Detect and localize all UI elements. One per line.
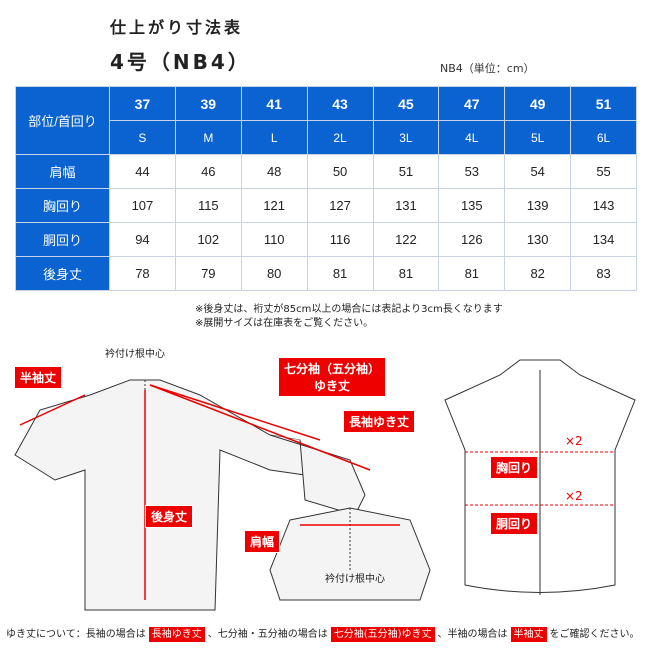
cell: 126 <box>438 222 506 257</box>
note-1: ※後身丈は、裄丈が85cm以上の場合には表記より3cm長くなります <box>195 304 503 315</box>
tag-half: 半袖丈 <box>510 627 547 642</box>
cell: 46 <box>174 154 242 189</box>
page-title: 仕上がり寸法表 <box>110 18 244 37</box>
size-table: 部位/首回り 37 39 41 43 45 47 49 51 S M L 2L 3L 4L 5L 6L 肩幅 44 4… <box>15 86 637 291</box>
cell: 81 <box>306 256 374 291</box>
table-row: 胴回り 94 102 110 116 122 126 130 134 <box>15 222 637 257</box>
cell: 131 <box>372 188 440 223</box>
measure-lines <box>19 384 371 600</box>
cell: 102 <box>174 222 242 257</box>
neck-size: 45 <box>372 86 440 121</box>
neck-size: 39 <box>174 86 242 121</box>
table-row: 後身丈 78 79 80 81 81 81 82 83 <box>15 256 637 291</box>
row-label: 胴回り <box>15 222 110 257</box>
letter-size: S <box>109 120 176 155</box>
cell: 107 <box>109 188 176 223</box>
corner-label: 部位/首回り <box>15 86 110 155</box>
cell: 121 <box>240 188 308 223</box>
cell: 81 <box>372 256 440 291</box>
half-sleeve-label: 半袖丈 <box>14 366 63 389</box>
cell: 50 <box>306 154 374 189</box>
cell: 81 <box>438 256 506 291</box>
neck-size: 47 <box>438 86 506 121</box>
x2-chest: ×2 <box>565 434 583 448</box>
model-title: 4号（NB4） <box>110 50 251 74</box>
neck-size: 51 <box>570 86 637 121</box>
cell: 116 <box>306 222 374 257</box>
three-quarter-sleeve-label: 七分袖（五分袖） ゆき丈 <box>278 357 387 397</box>
cell: 110 <box>240 222 308 257</box>
cell: 53 <box>438 154 506 189</box>
tag-three-quarter: 七分袖(五分袖)ゆき丈 <box>330 627 435 642</box>
collar-center-label-top: 衿付け根中心 <box>105 349 165 360</box>
size-row: S M L 2L 3L 4L 5L 6L <box>16 120 637 155</box>
cell: 78 <box>109 256 176 291</box>
tag-long: 長袖ゆき丈 <box>148 627 205 642</box>
neck-size: 37 <box>109 86 176 121</box>
long-sleeve-label: 長袖ゆき丈 <box>343 410 416 433</box>
notes: ※後身丈は、裄丈が85cm以上の場合には表記より3cm長くなります ※展開サイズ… <box>195 303 503 331</box>
letter-size: M <box>174 120 242 155</box>
shoulder-label: 肩幅 <box>244 530 281 553</box>
cell: 94 <box>109 222 176 257</box>
front-shirt-illustration <box>444 359 636 595</box>
back-shirt-illustration <box>14 379 366 611</box>
cell: 55 <box>570 154 637 189</box>
letter-size: 5L <box>504 120 572 155</box>
cell: 82 <box>504 256 572 291</box>
cell: 122 <box>372 222 440 257</box>
unit-label: NB4（単位：cm） <box>440 62 535 75</box>
letter-size: 4L <box>438 120 506 155</box>
row-label: 肩幅 <box>15 154 110 189</box>
note-2: ※展開サイズは在庫表をご覧ください。 <box>195 318 374 329</box>
cell: 51 <box>372 154 440 189</box>
cell: 143 <box>570 188 637 223</box>
letter-size: L <box>240 120 308 155</box>
neck-size: 41 <box>240 86 308 121</box>
waist-label: 胴回り <box>490 512 539 535</box>
cell: 139 <box>504 188 572 223</box>
neck-row: 部位/首回り 37 39 41 43 45 47 49 51 <box>15 86 637 155</box>
row-label: 胸回り <box>15 188 110 223</box>
cell: 115 <box>174 188 242 223</box>
cell: 80 <box>240 256 308 291</box>
neck-size: 43 <box>306 86 374 121</box>
cell: 54 <box>504 154 572 189</box>
cell: 44 <box>109 154 176 189</box>
cell: 127 <box>306 188 374 223</box>
shoulder-illustration <box>269 507 431 601</box>
letter-size: 2L <box>306 120 374 155</box>
footer-note: ゆき丈について：長袖の場合は 長袖ゆき丈 、七分袖・五分袖の場合は 七分袖(五分袖)ゆ… <box>6 627 640 642</box>
cell: 134 <box>570 222 637 257</box>
back-length-label: 後身丈 <box>145 505 194 528</box>
chest-label: 胸回り <box>490 456 539 479</box>
collar-center-label-bottom: 衿付け根中心 <box>325 574 385 585</box>
x2-waist: ×2 <box>565 489 583 503</box>
table-row: 肩幅 44 46 48 50 51 53 54 55 <box>15 154 637 189</box>
cell: 83 <box>570 256 637 291</box>
letter-size: 3L <box>372 120 440 155</box>
cell: 79 <box>174 256 242 291</box>
cell: 135 <box>438 188 506 223</box>
cell: 48 <box>240 154 308 189</box>
row-label: 後身丈 <box>15 256 110 291</box>
neck-size: 49 <box>504 86 572 121</box>
letter-size: 6L <box>570 120 637 155</box>
cell: 130 <box>504 222 572 257</box>
table-row: 胸回り 107 115 121 127 131 135 139 143 <box>15 188 637 223</box>
